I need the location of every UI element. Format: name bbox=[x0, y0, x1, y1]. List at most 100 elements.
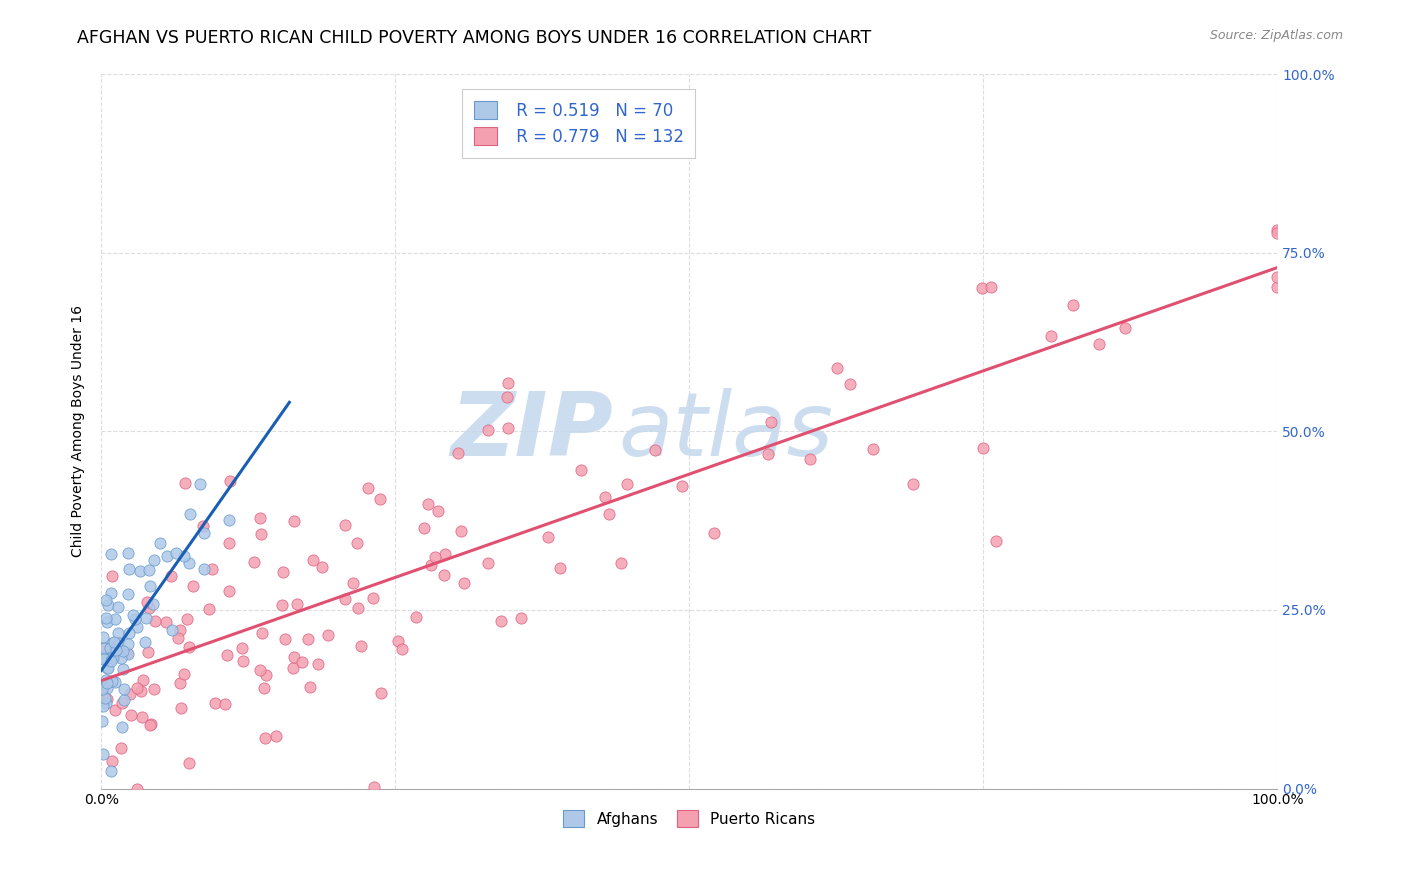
Point bbox=[342, 576, 364, 591]
Point bbox=[498, 376, 520, 390]
Point bbox=[285, 597, 308, 611]
Point bbox=[335, 592, 357, 607]
Point bbox=[433, 568, 456, 582]
Point bbox=[291, 655, 314, 669]
Point bbox=[283, 649, 305, 664]
Point bbox=[756, 447, 779, 461]
Point bbox=[169, 701, 191, 715]
Point bbox=[862, 442, 884, 456]
Point bbox=[104, 642, 127, 657]
Point bbox=[346, 535, 368, 549]
Point bbox=[1062, 298, 1084, 312]
Point bbox=[271, 598, 294, 612]
Point bbox=[141, 717, 163, 731]
Point bbox=[491, 614, 513, 628]
Point bbox=[104, 675, 127, 690]
Point bbox=[349, 640, 371, 654]
Point bbox=[90, 685, 112, 699]
Point bbox=[595, 491, 617, 505]
Point bbox=[91, 698, 114, 713]
Point bbox=[177, 756, 200, 770]
Point bbox=[101, 635, 124, 649]
Point bbox=[193, 562, 215, 576]
Point bbox=[363, 780, 385, 794]
Point bbox=[416, 497, 439, 511]
Point bbox=[1040, 329, 1063, 343]
Point bbox=[143, 682, 166, 697]
Point bbox=[97, 660, 120, 674]
Point bbox=[114, 692, 136, 706]
Point bbox=[112, 682, 135, 697]
Point bbox=[169, 676, 191, 690]
Point bbox=[100, 764, 122, 778]
Point bbox=[610, 557, 633, 571]
Point bbox=[93, 630, 115, 644]
Point bbox=[179, 507, 201, 521]
Point bbox=[129, 683, 152, 698]
Point bbox=[136, 645, 159, 659]
Point bbox=[316, 628, 339, 642]
Point bbox=[120, 708, 142, 723]
Point bbox=[477, 557, 499, 571]
Point bbox=[132, 673, 155, 687]
Point bbox=[110, 650, 132, 665]
Point bbox=[423, 549, 446, 564]
Text: ZIP: ZIP bbox=[450, 388, 613, 475]
Point bbox=[155, 615, 177, 629]
Point bbox=[250, 625, 273, 640]
Point bbox=[160, 623, 183, 637]
Point bbox=[111, 720, 134, 734]
Point bbox=[177, 556, 200, 570]
Y-axis label: Child Poverty Among Boys Under 16: Child Poverty Among Boys Under 16 bbox=[72, 305, 86, 558]
Text: atlas: atlas bbox=[619, 388, 834, 475]
Point bbox=[264, 729, 287, 743]
Point bbox=[412, 521, 434, 535]
Point bbox=[118, 687, 141, 701]
Point bbox=[405, 610, 427, 624]
Point bbox=[98, 641, 121, 656]
Point bbox=[477, 424, 499, 438]
Point bbox=[125, 681, 148, 695]
Point bbox=[169, 623, 191, 637]
Point bbox=[131, 710, 153, 724]
Point bbox=[97, 599, 120, 613]
Point bbox=[387, 634, 409, 648]
Point bbox=[219, 474, 242, 488]
Point bbox=[188, 477, 211, 491]
Point bbox=[204, 696, 226, 710]
Point bbox=[250, 527, 273, 541]
Point bbox=[156, 549, 179, 564]
Point bbox=[142, 552, 165, 566]
Point bbox=[510, 611, 533, 625]
Point bbox=[427, 503, 450, 517]
Point bbox=[138, 600, 160, 615]
Point bbox=[496, 421, 519, 435]
Point bbox=[129, 564, 152, 578]
Point bbox=[283, 514, 305, 528]
Point bbox=[193, 525, 215, 540]
Point bbox=[117, 636, 139, 650]
Point bbox=[124, 611, 146, 625]
Point bbox=[218, 583, 240, 598]
Point bbox=[173, 476, 195, 491]
Point bbox=[616, 476, 638, 491]
Point bbox=[104, 611, 127, 625]
Point bbox=[177, 640, 200, 654]
Point bbox=[253, 731, 276, 745]
Point bbox=[176, 612, 198, 626]
Point bbox=[214, 697, 236, 711]
Point bbox=[253, 681, 276, 695]
Point bbox=[218, 536, 240, 550]
Point bbox=[297, 632, 319, 646]
Point bbox=[100, 586, 122, 600]
Point bbox=[127, 781, 149, 796]
Point bbox=[94, 677, 117, 691]
Point bbox=[201, 562, 224, 576]
Point bbox=[135, 595, 157, 609]
Point bbox=[108, 636, 131, 650]
Point bbox=[173, 549, 195, 563]
Point bbox=[254, 668, 277, 682]
Point bbox=[101, 673, 124, 688]
Point bbox=[302, 553, 325, 567]
Point bbox=[107, 637, 129, 651]
